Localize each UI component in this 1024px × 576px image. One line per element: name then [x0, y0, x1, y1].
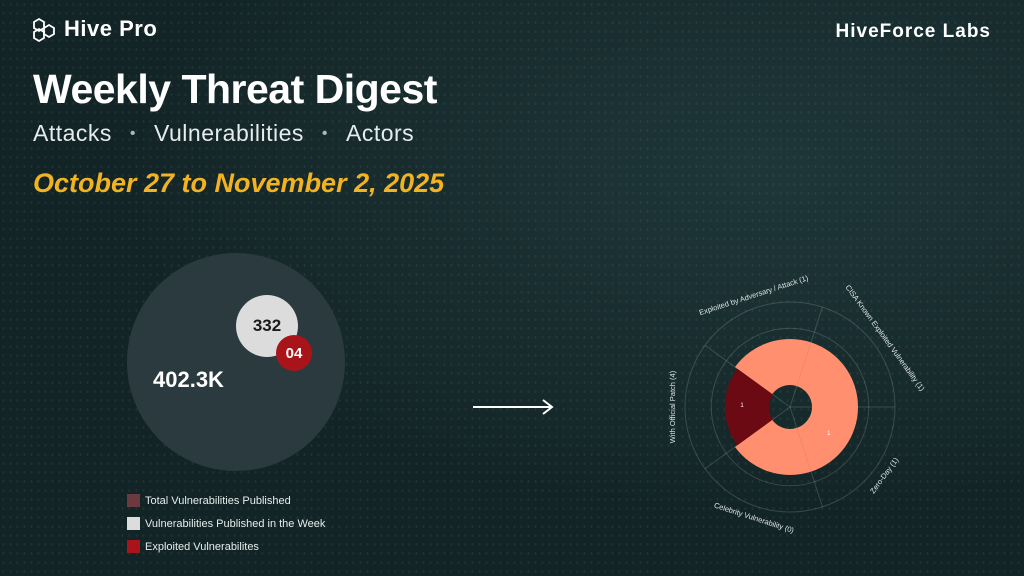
radial-sector — [796, 407, 858, 472]
total-vulnerabilities-bubble — [127, 253, 345, 471]
subtitle-attacks: Attacks — [33, 120, 112, 146]
radial-sector — [724, 368, 774, 446]
hexagon-icon — [33, 17, 55, 42]
legend-label-total: Total Vulnerabilities Published — [145, 494, 291, 507]
subtitle: Attacks • Vulnerabilities • Actors — [33, 120, 414, 147]
radial-sector — [734, 339, 812, 395]
exploited-vulnerabilities-bubble: 04 — [276, 335, 312, 371]
legend-label-exploited: Exploited Vulnerabilites — [145, 540, 259, 553]
separator-dot: • — [321, 124, 328, 142]
legend-swatch-week — [127, 517, 140, 530]
grid-spoke — [789, 406, 823, 508]
category-label: Exploited by Adversary / Attack (1) — [698, 273, 810, 317]
hive-pro-logo: Hive Pro — [32, 16, 157, 42]
subtitle-actors: Actors — [345, 120, 415, 146]
date-range: October 27 to November 2, 2025 — [33, 168, 445, 198]
legend-label-week: Vulnerabilities Published in the Week — [145, 517, 326, 530]
logo-text: Hive Pro — [64, 16, 158, 41]
exploited-vulnerabilities-value: 04 — [285, 344, 303, 362]
category-label: With Official Patch (4) — [668, 370, 677, 443]
arrow-right-icon — [473, 399, 554, 415]
legend: Total Vulnerabilities Published Vulnerab… — [127, 489, 325, 558]
grid-ring — [684, 301, 896, 513]
legend-swatch-total — [127, 494, 140, 507]
grid-ring — [710, 327, 870, 487]
slice-label: 1 — [827, 431, 831, 437]
hiveforce-labs-brand: HiveForce Labs — [835, 21, 991, 42]
separator-dot: • — [129, 124, 137, 142]
legend-item-total: Total Vulnerabilities Published — [127, 489, 325, 512]
radial-sector — [734, 419, 812, 475]
total-vulnerabilities-value: 402.3K — [153, 367, 224, 392]
slice-label: 1 — [740, 403, 744, 409]
legend-swatch-exploited — [127, 540, 140, 553]
subtitle-vulnerabilities: Vulnerabilities — [154, 120, 304, 146]
category-label: CISA Known Exploited Vulnerability (1) — [844, 283, 927, 393]
page-title: Weekly Threat Digest — [33, 66, 437, 112]
radial-sector — [796, 342, 858, 407]
legend-item-week: Vulnerabilities Published in the Week — [127, 512, 325, 535]
category-label: Zero-Day (1) — [868, 455, 901, 495]
radial-chart: 1 1 CISA Known Exploited Vulnerability (1)… — [668, 273, 927, 535]
week-vulnerabilities-value: 332 — [252, 316, 282, 335]
legend-item-exploited: Exploited Vulnerabilites — [127, 535, 325, 558]
